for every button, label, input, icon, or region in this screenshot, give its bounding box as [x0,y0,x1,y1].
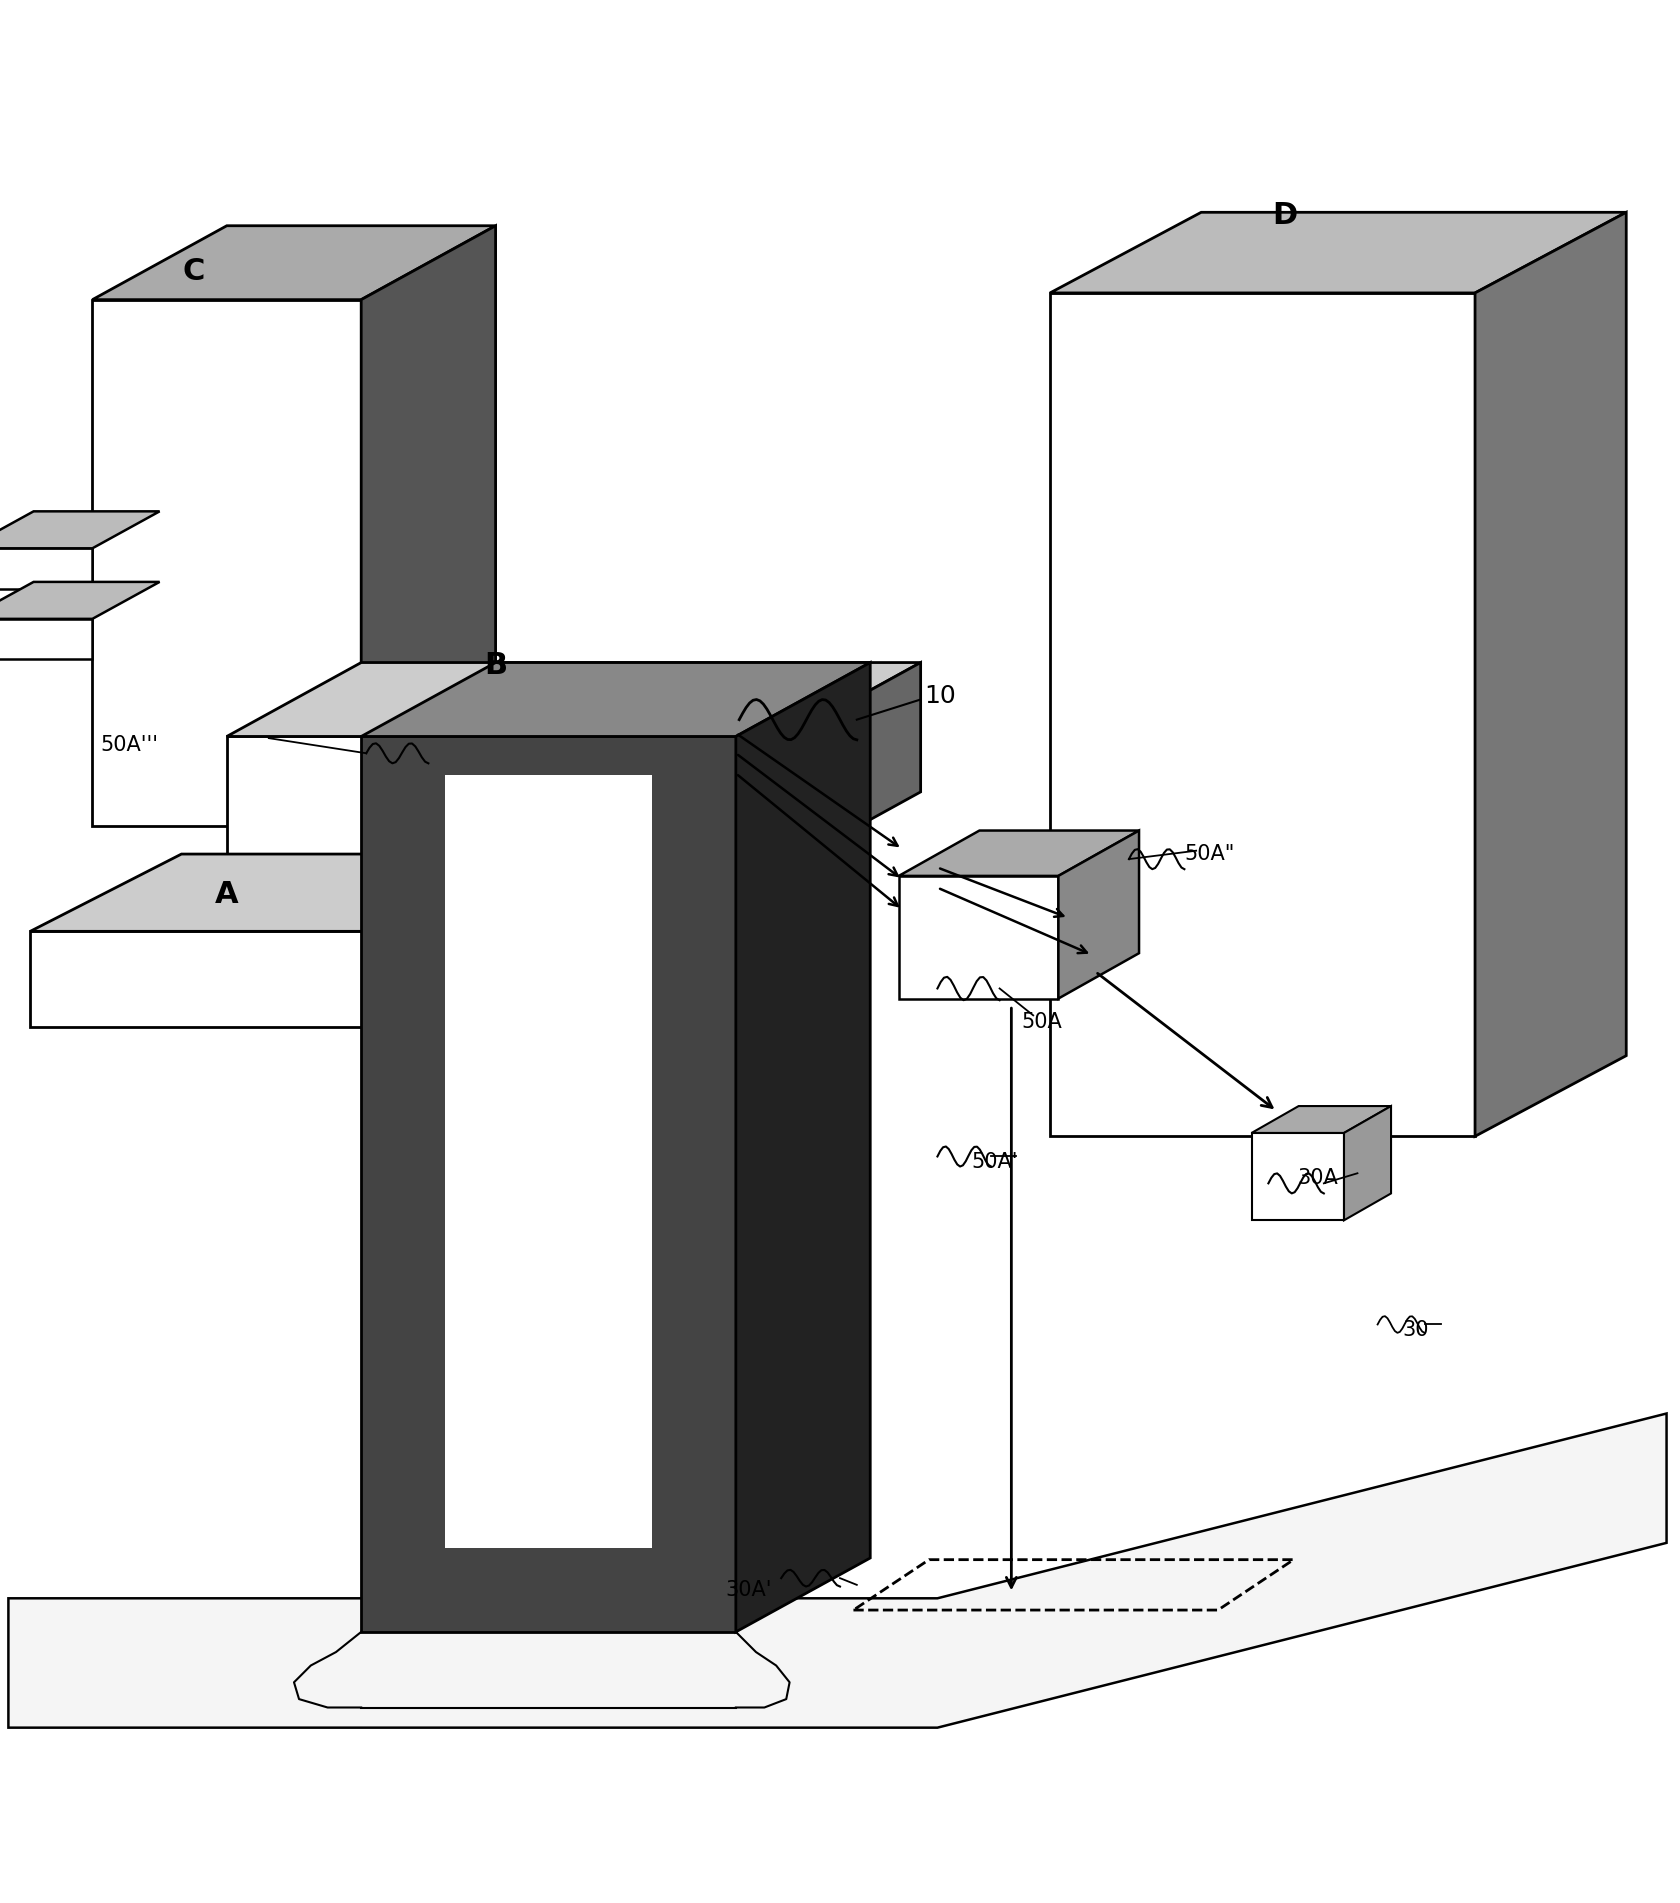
Text: A: A [215,879,239,910]
Polygon shape [1475,213,1626,1136]
Text: 10: 10 [924,685,956,708]
Polygon shape [8,1414,1667,1728]
Polygon shape [0,582,160,618]
Polygon shape [361,736,736,1633]
Polygon shape [736,662,870,1633]
Polygon shape [1050,213,1626,293]
Polygon shape [92,226,496,299]
Polygon shape [1058,830,1139,999]
Polygon shape [92,299,361,826]
Polygon shape [30,931,501,1028]
Text: 50A: 50A [1021,1012,1062,1031]
Polygon shape [30,854,652,931]
Polygon shape [786,662,921,866]
Polygon shape [445,775,652,1547]
Polygon shape [1344,1106,1391,1220]
Polygon shape [1252,1132,1344,1220]
Text: 30: 30 [1403,1319,1430,1340]
Text: 50A''': 50A''' [101,735,160,755]
Text: D: D [1272,202,1299,230]
Polygon shape [227,736,786,866]
Polygon shape [1050,293,1475,1136]
Text: B: B [484,651,507,681]
Text: 50A": 50A" [1184,845,1235,864]
Polygon shape [227,662,921,736]
Polygon shape [361,226,496,826]
Polygon shape [899,830,1139,875]
Text: C: C [181,257,205,285]
Text: 30A: 30A [1297,1168,1337,1187]
Polygon shape [501,854,652,1028]
Polygon shape [0,512,160,548]
Text: 30A': 30A' [726,1579,773,1600]
Polygon shape [899,875,1058,999]
Text: 50A': 50A' [971,1151,1018,1172]
Polygon shape [361,662,870,736]
Polygon shape [1252,1106,1391,1132]
Polygon shape [0,618,92,658]
Polygon shape [0,548,92,588]
